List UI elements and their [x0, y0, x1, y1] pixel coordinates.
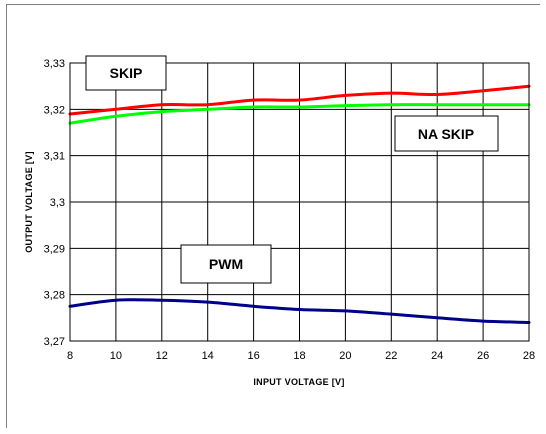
chart-frame	[6, 4, 540, 428]
annotation-skip-label: SKIP	[110, 65, 143, 81]
x-tick-label: 26	[477, 350, 489, 362]
annotation-na-skip-label: NA SKIP	[418, 126, 474, 142]
x-tick-label: 12	[156, 350, 168, 362]
x-tick-label: 20	[339, 350, 351, 362]
x-tick-label: 28	[523, 350, 535, 362]
y-tick-label: 3,33	[44, 58, 65, 70]
x-tick-label: 18	[293, 350, 305, 362]
x-tick-label: 16	[247, 350, 259, 362]
y-tick-label: 3,28	[44, 290, 65, 302]
x-tick-label: 10	[110, 350, 122, 362]
x-tick-label: 14	[202, 350, 214, 362]
x-tick-label: 24	[431, 350, 443, 362]
y-tick-label: 3,27	[44, 336, 65, 348]
series-line-na-skip	[68, 103, 531, 125]
y-axis-title: OUTPUT VOLTAGE [V]	[24, 151, 34, 253]
x-tick-labels: 8 10 12 14 16 18 20 22 24 26 28	[67, 350, 535, 362]
x-tick-label: 8	[67, 350, 73, 362]
x-tick-label: 22	[385, 350, 397, 362]
y-tick-label: 3,31	[44, 151, 65, 163]
series-line-pwm	[68, 298, 531, 324]
series-line-skip	[68, 84, 531, 116]
y-tick-label: 3,3	[50, 197, 65, 209]
x-axis-title: INPUT VOLTAGE [V]	[253, 377, 344, 387]
y-tick-label: 3,32	[44, 104, 65, 116]
annotation-skip: SKIP	[85, 55, 167, 91]
plot-border	[69, 62, 530, 342]
y-tick-label: 3,29	[44, 243, 65, 255]
annotation-na-skip: NA SKIP	[394, 115, 499, 152]
y-tick-labels: 3,27 3,28 3,29 3,3 3,31 3,32 3,33	[44, 58, 65, 348]
annotation-pwm-label: PWM	[209, 256, 243, 272]
series-group	[68, 84, 531, 324]
annotation-pwm: PWM	[180, 244, 272, 284]
